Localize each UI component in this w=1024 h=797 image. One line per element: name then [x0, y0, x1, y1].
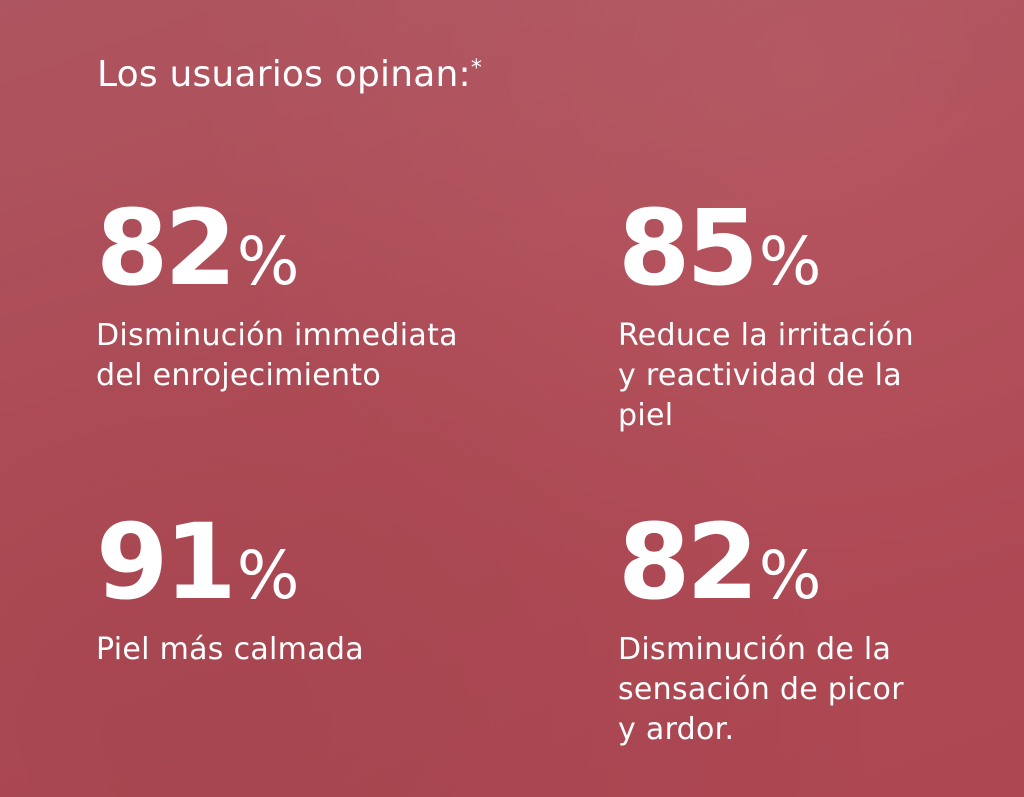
stat-itching: 82% Disminución de la sensación de picor… [618, 510, 1018, 750]
stat-irritation: 85% Reduce la irritación y reactividad d… [618, 196, 1018, 436]
stat-value: 91 [96, 501, 237, 623]
stat-unit: % [236, 223, 300, 300]
caption-line: Piel más calmada [96, 632, 364, 667]
heading-asterisk: * [470, 56, 483, 81]
stat-unit: % [758, 537, 822, 614]
stat-caption: Disminución immediata del enrojecimiento [96, 316, 496, 396]
stat-unit: % [758, 223, 822, 300]
stat-figure: 82% [618, 510, 1018, 614]
stat-caption: Disminución de la sensación de picor y a… [618, 630, 1018, 750]
caption-line: sensación de picor [618, 672, 904, 707]
heading-text: Los usuarios opinan: [97, 54, 471, 95]
stat-calm-skin: 91% Piel más calmada [96, 510, 496, 670]
stat-unit: % [236, 537, 300, 614]
caption-line: Disminución de la [618, 632, 892, 667]
stat-caption: Piel más calmada [96, 630, 496, 670]
stat-redness: 82% Disminución immediata del enrojecimi… [96, 196, 496, 396]
stat-value: 85 [618, 187, 759, 309]
stat-caption: Reduce la irritación y reactividad de la… [618, 316, 1018, 436]
caption-line: y reactividad de la [618, 358, 902, 393]
caption-line: Disminución immediata [96, 318, 458, 353]
stat-figure: 91% [96, 510, 496, 614]
caption-line: del enrojecimiento [96, 358, 382, 393]
stat-value: 82 [96, 187, 237, 309]
panel-heading: Los usuarios opinan:* [97, 55, 482, 95]
stat-figure: 82% [96, 196, 496, 300]
caption-line: piel [618, 398, 674, 433]
caption-line: y ardor. [618, 712, 735, 747]
stat-value: 82 [618, 501, 759, 623]
caption-line: Reduce la irritación [618, 318, 914, 353]
stat-figure: 85% [618, 196, 1018, 300]
